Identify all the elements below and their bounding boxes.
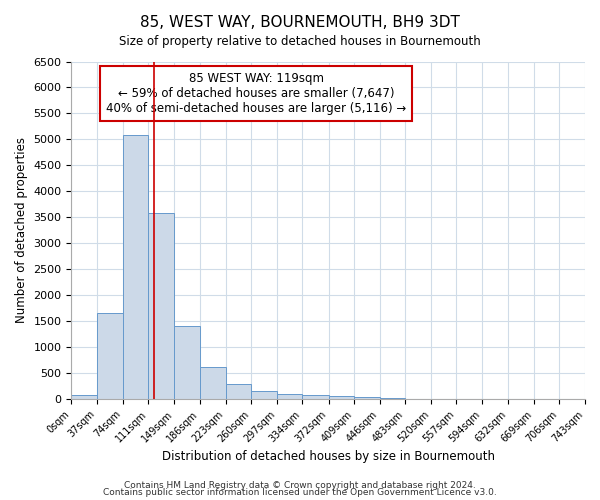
Text: Contains public sector information licensed under the Open Government Licence v3: Contains public sector information licen…: [103, 488, 497, 497]
Y-axis label: Number of detached properties: Number of detached properties: [15, 138, 28, 324]
Bar: [329, 396, 354, 399]
Bar: [97, 314, 122, 399]
Bar: [226, 384, 251, 399]
Bar: [251, 392, 277, 399]
Text: 85 WEST WAY: 119sqm
← 59% of detached houses are smaller (7,647)
40% of semi-det: 85 WEST WAY: 119sqm ← 59% of detached ho…: [106, 72, 406, 114]
Bar: [175, 326, 200, 399]
Text: Contains HM Land Registry data © Crown copyright and database right 2024.: Contains HM Land Registry data © Crown c…: [124, 480, 476, 490]
Bar: [148, 213, 175, 399]
Text: Size of property relative to detached houses in Bournemouth: Size of property relative to detached ho…: [119, 35, 481, 48]
Bar: [380, 398, 405, 399]
Bar: [122, 136, 148, 399]
X-axis label: Distribution of detached houses by size in Bournemouth: Distribution of detached houses by size …: [162, 450, 495, 462]
Bar: [200, 368, 226, 399]
Bar: [354, 397, 380, 399]
Bar: [71, 396, 97, 399]
Text: 85, WEST WAY, BOURNEMOUTH, BH9 3DT: 85, WEST WAY, BOURNEMOUTH, BH9 3DT: [140, 15, 460, 30]
Bar: [302, 396, 329, 399]
Bar: [277, 394, 302, 399]
